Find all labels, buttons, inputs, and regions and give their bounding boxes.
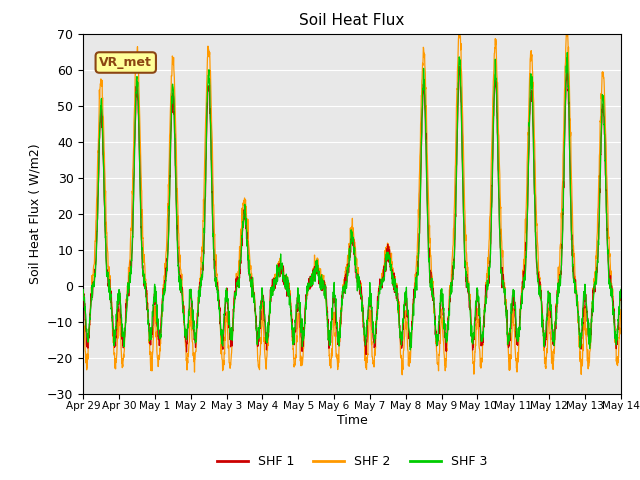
Y-axis label: Soil Heat Flux ( W/m2): Soil Heat Flux ( W/m2) (29, 144, 42, 284)
Title: Soil Heat Flux: Soil Heat Flux (300, 13, 404, 28)
Legend: SHF 1, SHF 2, SHF 3: SHF 1, SHF 2, SHF 3 (212, 450, 492, 473)
X-axis label: Time: Time (337, 414, 367, 427)
Text: VR_met: VR_met (99, 56, 152, 69)
